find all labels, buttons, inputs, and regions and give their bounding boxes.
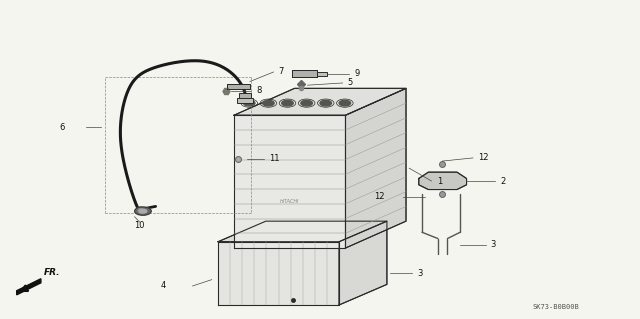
- Polygon shape: [234, 88, 406, 115]
- Text: 1: 1: [436, 176, 442, 186]
- Text: 5: 5: [348, 78, 353, 87]
- Text: HITACHI: HITACHI: [280, 199, 300, 204]
- Circle shape: [139, 209, 147, 213]
- Circle shape: [244, 100, 255, 106]
- Polygon shape: [239, 93, 251, 98]
- Polygon shape: [292, 70, 317, 77]
- Text: SK73-B0B00B: SK73-B0B00B: [532, 304, 579, 310]
- Text: 3: 3: [491, 241, 496, 249]
- Text: FR.: FR.: [44, 268, 61, 277]
- Text: 12: 12: [478, 153, 488, 162]
- Text: 8: 8: [257, 86, 262, 95]
- Circle shape: [320, 100, 332, 106]
- Circle shape: [339, 100, 351, 106]
- Text: 9: 9: [354, 69, 359, 78]
- Polygon shape: [218, 221, 387, 242]
- Circle shape: [134, 207, 151, 215]
- Polygon shape: [234, 115, 346, 248]
- Polygon shape: [346, 88, 406, 248]
- Text: 11: 11: [269, 154, 280, 163]
- Text: 12: 12: [374, 192, 385, 201]
- Text: 3: 3: [417, 269, 423, 278]
- Circle shape: [282, 100, 293, 106]
- Polygon shape: [237, 98, 253, 103]
- Polygon shape: [218, 242, 339, 305]
- Text: 4: 4: [161, 281, 166, 291]
- Polygon shape: [227, 84, 250, 89]
- Circle shape: [262, 100, 274, 106]
- Text: 2: 2: [500, 176, 506, 186]
- Polygon shape: [317, 71, 326, 76]
- Text: 6: 6: [60, 123, 65, 132]
- Polygon shape: [339, 221, 387, 305]
- Polygon shape: [17, 279, 41, 295]
- Text: 10: 10: [134, 221, 145, 231]
- Polygon shape: [419, 172, 467, 189]
- Text: 7: 7: [278, 68, 284, 77]
- Circle shape: [301, 100, 312, 106]
